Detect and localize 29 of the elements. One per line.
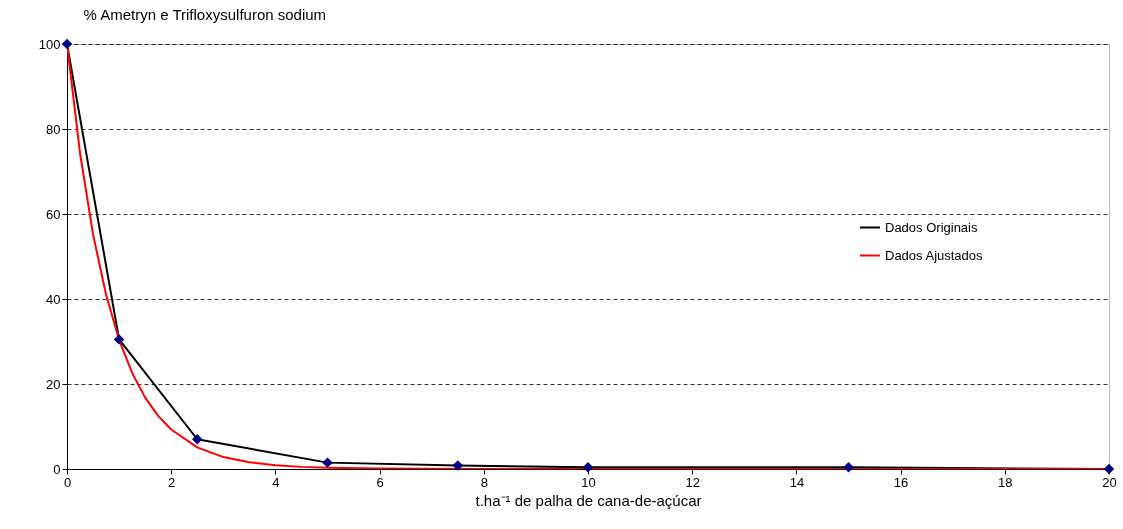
x-tick-label: 20 [1102, 474, 1117, 490]
x-tick-label: 10 [581, 474, 596, 490]
y-tick-label: 20 [46, 376, 61, 392]
legend-label: Dados Ajustados [885, 247, 984, 263]
x-tick-label: 4 [272, 474, 280, 490]
y-tick-label: 0 [53, 461, 61, 477]
x-tick-label: 12 [685, 474, 700, 490]
legend-label: Dados Originais [885, 219, 978, 235]
y-axis-title: % Ametryn e Trifloxysulfuron sodium [83, 5, 327, 23]
y-tick-label: 40 [46, 291, 61, 307]
point [843, 462, 854, 473]
point [582, 462, 594, 473]
y-tick-label: 80 [46, 121, 61, 137]
point [113, 334, 125, 345]
x-tick-label: 2 [168, 474, 176, 490]
x-tick-label: 14 [789, 474, 805, 490]
point [322, 457, 333, 468]
x-tick-label: 8 [480, 474, 488, 490]
point [192, 434, 203, 445]
x-tick-label: 16 [893, 474, 909, 490]
x-tick-label: 18 [998, 474, 1013, 490]
point [452, 460, 463, 471]
point [1103, 463, 1115, 475]
x-axis-title: t.ha⁻¹ de palha de cana-de-açúcar [475, 491, 702, 509]
y-tick-label: 100 [38, 36, 61, 52]
x-tick-label: 0 [63, 474, 72, 490]
point [61, 38, 73, 50]
y-tick-label: 60 [46, 206, 61, 222]
x-tick-label: 6 [376, 474, 384, 490]
